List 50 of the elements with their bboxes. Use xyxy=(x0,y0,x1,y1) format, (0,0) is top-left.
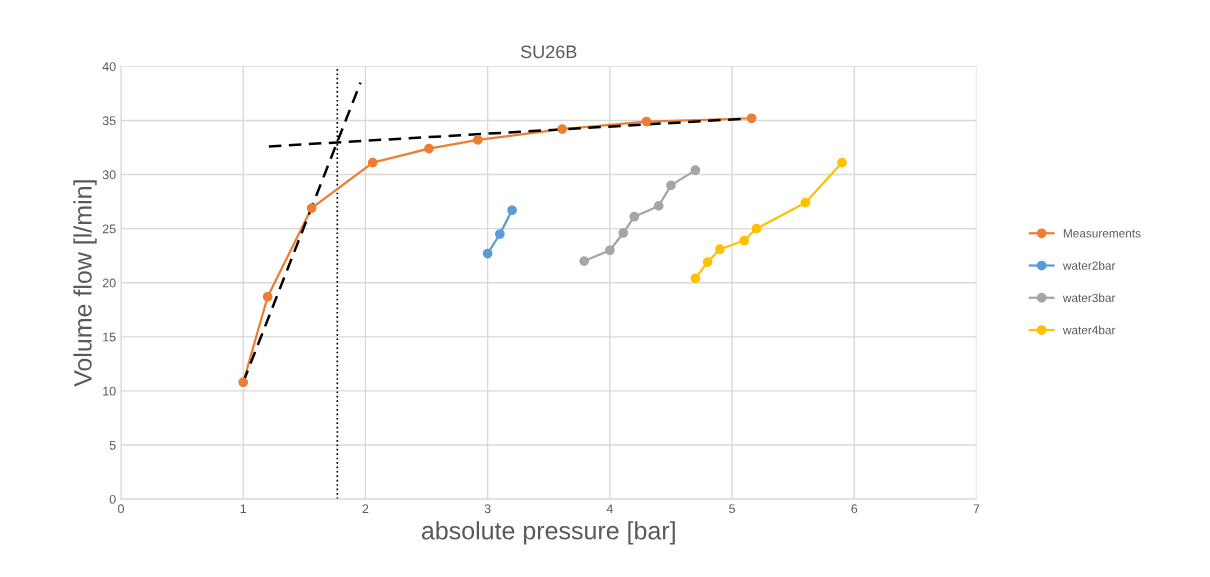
y-axis-title: Volume flow [l/min] xyxy=(73,180,97,387)
y-tick-label: 0 xyxy=(109,494,116,504)
point xyxy=(494,229,505,239)
point xyxy=(367,157,378,168)
point xyxy=(507,205,517,216)
point xyxy=(690,165,701,176)
point xyxy=(837,157,847,168)
point xyxy=(666,180,676,191)
point xyxy=(618,228,629,238)
x-tick-label: 0 xyxy=(118,504,124,514)
point xyxy=(739,235,750,246)
y-tick-label: 5 xyxy=(109,440,116,450)
y-tick-label: 20 xyxy=(102,278,116,288)
point xyxy=(482,248,493,259)
point xyxy=(629,211,640,222)
y-tick-label: 15 xyxy=(103,332,116,342)
point xyxy=(238,377,249,388)
point xyxy=(472,135,483,145)
point xyxy=(690,273,701,284)
x-tick-label: 2 xyxy=(362,504,369,514)
legend-label: water3bar xyxy=(1062,293,1116,303)
x-tick-label: 1 xyxy=(240,504,247,514)
point xyxy=(751,223,762,234)
point xyxy=(579,256,590,266)
y-tick-label: 10 xyxy=(103,386,116,396)
point xyxy=(424,143,434,154)
x-tick-label: 6 xyxy=(851,504,858,514)
y-tick-label: 25 xyxy=(102,224,116,234)
y-tick-label: 40 xyxy=(102,62,116,72)
point xyxy=(262,291,273,302)
x-tick-label: 5 xyxy=(729,504,735,514)
x-axis-title: absolute pressure [bar] xyxy=(421,521,675,545)
point xyxy=(746,113,757,124)
point xyxy=(653,201,664,211)
y-tick-label: 30 xyxy=(102,170,116,180)
point xyxy=(306,203,317,213)
x-tick-label: 3 xyxy=(484,504,491,514)
legend-label: water4bar xyxy=(1062,325,1116,335)
x-tick-label: 4 xyxy=(606,504,613,514)
point xyxy=(800,197,811,208)
point xyxy=(557,124,568,134)
point xyxy=(641,116,652,127)
y-tick-label: 35 xyxy=(102,116,116,126)
chart-title: SU26B xyxy=(520,45,577,59)
legend-label: Measurements xyxy=(1063,229,1141,238)
point xyxy=(714,244,725,255)
point xyxy=(604,245,615,256)
point xyxy=(702,257,713,268)
legend-label: water2bar xyxy=(1062,261,1116,270)
x-tick-label: 7 xyxy=(973,504,980,514)
